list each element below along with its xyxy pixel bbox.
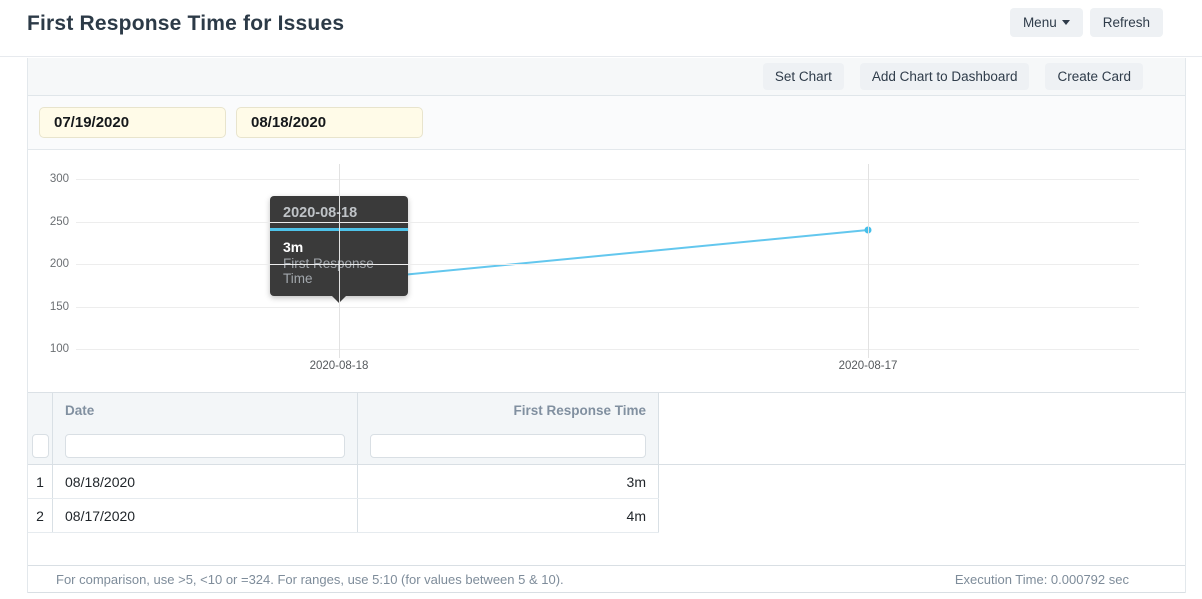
execution-time: Execution Time: 0.000792 sec [954,571,1129,587]
menu-button-label: Menu [1022,15,1057,30]
value-cell: 4m [358,499,659,532]
row-number-filter-input[interactable] [31,434,49,458]
y-gridline [76,264,1139,265]
start-date-input[interactable] [39,107,226,138]
y-axis-tick-label: 300 [49,173,69,185]
y-gridline [76,306,1139,308]
x-gridline [339,164,340,358]
y-gridline [76,349,1139,350]
table-header-row: Date First Response Time [28,393,659,428]
header-actions: Menu Refresh [1009,8,1163,37]
chart-toolbar: Set Chart Add Chart to Dashboard Create … [28,58,1185,96]
line-series [335,226,872,285]
x-axis-tick-label: 2020-08-18 [309,360,369,372]
y-gridline [76,179,1139,180]
end-date-input[interactable] [236,107,423,138]
row-number-filter-cell [28,428,53,464]
date-column-header[interactable]: Date [53,393,358,428]
value-cell: 3m [358,465,659,498]
refresh-button[interactable]: Refresh [1089,8,1163,37]
table-row: 1 08/18/2020 3m [28,465,659,499]
y-axis-tick-label: 250 [49,215,69,228]
y-axis-tick-label: 150 [49,300,69,313]
caret-down-icon [1061,20,1070,25]
date-column-filter-input[interactable] [65,434,345,458]
value-column-label: First Response Time [513,403,646,418]
create-card-button[interactable]: Create Card [1045,63,1143,90]
value-column-filter-input[interactable] [370,434,646,458]
page-title: First Response Time for Issues [27,12,345,35]
table-row: 2 08/17/2020 4m [28,499,659,533]
row-number-header [28,393,53,428]
row-number-cell: 1 [28,465,53,498]
table-filter-row [28,428,659,464]
tooltip-series-label: First Response Time [283,256,374,286]
value-column-header[interactable]: First Response Time [358,393,659,428]
y-gridline [76,221,1139,223]
page-header: First Response Time for Issues Menu Refr… [0,0,1202,57]
results-table: Date First Response Time 1 08/18/2020 3m 2 0… [28,392,1185,533]
table-footer: For comparison, use >5, <10 or =324. For… [28,565,1185,593]
date-column-label: Date [65,403,95,418]
x-gridline [868,164,869,358]
chart: 2020-08-18 3m First Response Time 300 250… [28,150,1185,392]
y-axis-tick-label: 100 [49,343,69,355]
menu-button[interactable]: Menu [1009,8,1083,37]
table-divider [28,464,1185,465]
tooltip-date: 2020-08-18 [283,205,358,221]
table-body: 1 08/18/2020 3m 2 08/17/2020 4m [28,465,1185,533]
y-axis-tick-label: 200 [49,258,69,270]
date-cell: 08/18/2020 [53,465,358,498]
content-wrapper: Set Chart Add Chart to Dashboard Create … [27,58,1186,593]
x-axis-tick-label: 2020-08-17 [838,360,898,372]
comparison-hint: For comparison, use >5, <10 or =324. For… [56,571,564,587]
value-filter-cell [358,428,659,464]
add-chart-to-dashboard-button[interactable]: Add Chart to Dashboard [859,63,1030,90]
date-filter-row [28,96,1185,150]
tooltip-value: 3m [283,239,304,255]
date-filter-cell [53,428,358,464]
date-cell: 08/17/2020 [53,499,358,532]
set-chart-button[interactable]: Set Chart [762,63,844,90]
row-number-cell: 2 [28,499,53,532]
